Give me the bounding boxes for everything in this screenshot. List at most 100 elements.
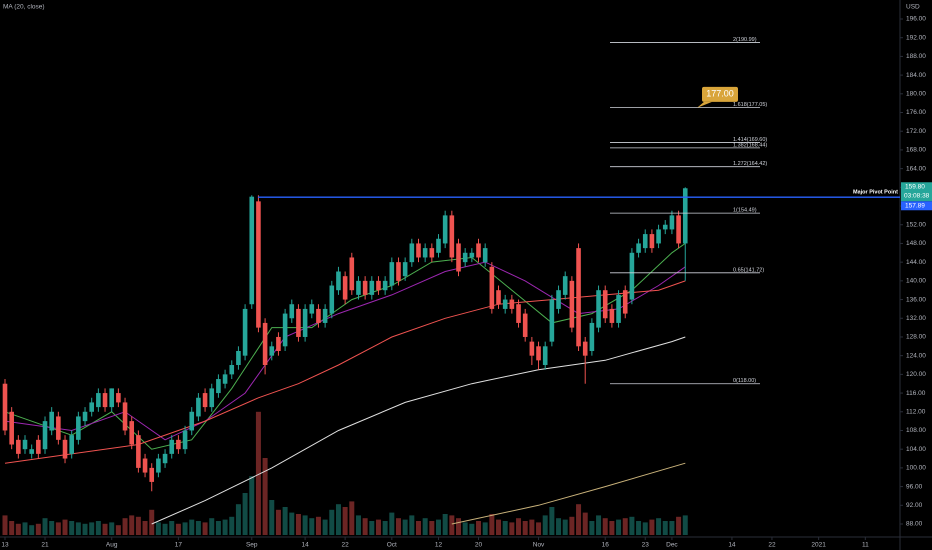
candle-body (442, 215, 448, 244)
candle-body (96, 393, 101, 408)
volume-bar (562, 519, 568, 535)
volume-bar (636, 521, 642, 535)
candle-body (436, 238, 441, 253)
y-tick-label: 148.00 (906, 240, 926, 247)
y-tick-label: 152.00 (906, 221, 926, 228)
candle-body (29, 449, 34, 454)
volume-bar (642, 522, 648, 535)
y-tick-label: 176.00 (906, 109, 926, 116)
candle-body (242, 308, 248, 356)
volume-bar (602, 518, 608, 535)
y-tick-label: 116.00 (906, 390, 926, 397)
volume-bar (622, 518, 628, 535)
y-tick-label: 128.00 (906, 334, 926, 341)
candle-body (109, 388, 115, 408)
volume-bar (22, 522, 28, 535)
volume-bar (255, 411, 261, 535)
candle-body (489, 266, 495, 309)
x-tick-label: 21 (41, 542, 49, 549)
callout-box (702, 86, 738, 102)
y-tick-label: 180.00 (906, 91, 926, 98)
y-tick-label: 96.00 (906, 483, 923, 490)
candle-body (2, 383, 8, 431)
volume-bar (435, 519, 441, 535)
x-tick-label: 2021 (811, 542, 826, 549)
volume-bar (129, 515, 135, 535)
volume-bar (122, 518, 128, 535)
volume-bar (202, 522, 208, 535)
y-tick-label: 132.00 (906, 315, 926, 322)
candle-body (609, 308, 615, 323)
candle-body (542, 346, 548, 366)
y-tick-label: 104.00 (906, 446, 926, 453)
candle-body (382, 280, 388, 291)
candle-body (356, 280, 361, 295)
volume-bar (135, 516, 141, 535)
candle-body (229, 365, 235, 375)
candle-body (342, 276, 348, 300)
volume-bar (315, 516, 321, 535)
candle-body (329, 285, 335, 314)
candle-body (22, 439, 28, 450)
candle-body (549, 299, 555, 342)
candle-body (642, 234, 648, 249)
candle-body (676, 215, 681, 244)
candle-body (296, 308, 301, 337)
volume-bar (369, 521, 375, 535)
volume-bar (342, 507, 348, 535)
volume-bar (389, 512, 395, 535)
volume-bar (182, 522, 188, 535)
y-tick-label: 196.00 (906, 16, 926, 23)
candle-body (656, 229, 661, 244)
volume-bar (15, 523, 21, 535)
candle-body (289, 304, 295, 319)
y-tick-label: 108.00 (906, 427, 926, 434)
x-tick-label: 14 (728, 542, 736, 549)
callout-label: 177.00 (706, 89, 734, 99)
candle-body (336, 271, 341, 291)
volume-bar (395, 518, 401, 535)
candle-body (429, 248, 435, 258)
x-tick-label: 13 (1, 542, 9, 549)
y-tick-label: 124.00 (906, 352, 926, 359)
candle-body (629, 252, 635, 300)
x-tick-label: 22 (342, 542, 350, 549)
volume-bar (589, 521, 595, 535)
volume-bar (415, 521, 421, 535)
candle-body (129, 421, 135, 445)
volume-bar (62, 519, 68, 535)
volume-bar (69, 521, 75, 535)
candle-body (349, 257, 355, 291)
volume-bar (422, 518, 428, 535)
candle-body (402, 262, 408, 277)
candle-body (509, 299, 515, 309)
candle-body (476, 243, 481, 258)
x-tick-label: Dec (666, 542, 678, 549)
volume-bar (242, 493, 248, 535)
candle-body (416, 243, 421, 258)
volume-bar (362, 518, 368, 535)
fib-label: 2(190.99) (733, 37, 757, 43)
volume-bar (49, 521, 55, 535)
fib-label: 1.414(169.60) (733, 137, 767, 143)
volume-bar (329, 509, 335, 535)
candle-body (56, 416, 61, 440)
y-tick-label: 164.00 (906, 165, 926, 172)
candle-body (76, 416, 81, 440)
y-tick-label: 144.00 (906, 259, 926, 266)
volume-bar (209, 518, 215, 535)
candle-body (36, 439, 41, 454)
candle-body (462, 252, 468, 263)
volume-bar (516, 518, 522, 535)
candle-body (536, 346, 541, 361)
y-tick-label: 100.00 (906, 465, 926, 472)
volume-bar (229, 516, 235, 535)
candle-body (522, 313, 528, 337)
candle-body (9, 411, 14, 445)
volume-bar (529, 519, 535, 535)
candle-body (576, 248, 581, 347)
volume-bar (656, 518, 662, 535)
candle-body (622, 290, 628, 314)
candle-body (236, 350, 241, 366)
volume-bar (175, 523, 181, 535)
